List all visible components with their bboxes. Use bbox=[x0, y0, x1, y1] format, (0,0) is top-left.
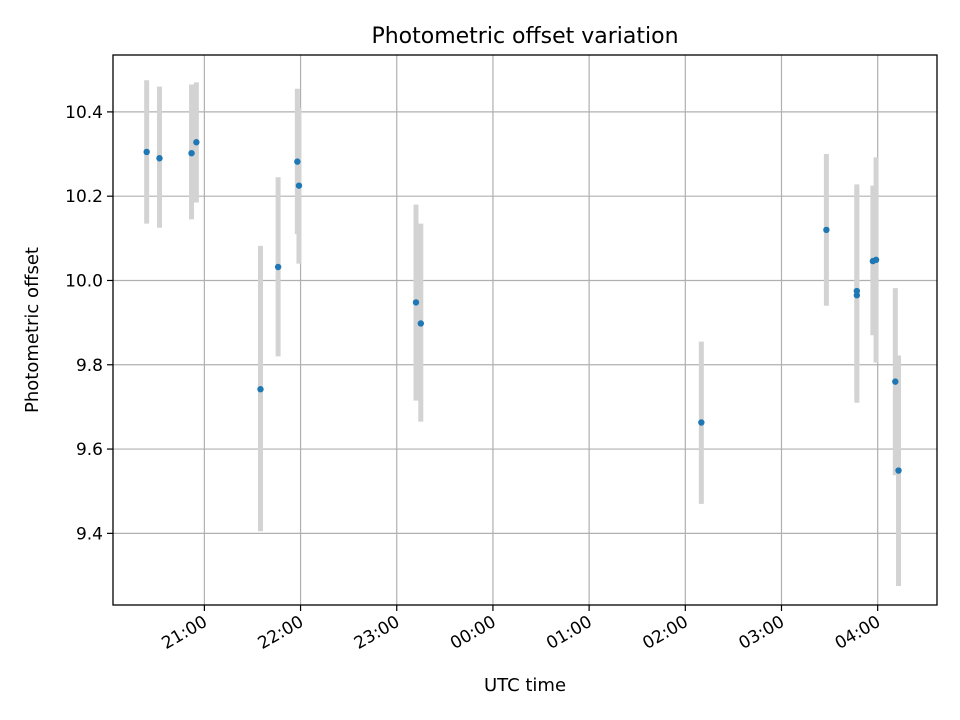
data-point bbox=[188, 149, 195, 157]
y-tick-label: 10.2 bbox=[65, 187, 103, 207]
y-tick-label: 10.4 bbox=[65, 103, 103, 123]
data-point bbox=[295, 182, 303, 189]
data-point bbox=[853, 292, 861, 299]
data-point bbox=[156, 155, 163, 162]
x-tick-label: 00:00 bbox=[447, 612, 499, 654]
x-tick-label: 04:00 bbox=[832, 612, 884, 654]
data-point bbox=[294, 158, 301, 165]
x-tick-label: 01:00 bbox=[543, 612, 595, 654]
data-point bbox=[257, 386, 264, 393]
point-layer bbox=[143, 139, 902, 474]
errorbar-layer bbox=[144, 80, 902, 587]
x-tick-label: 21:00 bbox=[158, 612, 210, 654]
x-tick-label: 03:00 bbox=[736, 612, 788, 654]
data-point bbox=[412, 299, 420, 306]
plot-frame bbox=[112, 54, 938, 606]
tick-layer: 21:00 22:00 23:00 00:00 01:00 02:00 03:00 04:00… bbox=[65, 103, 884, 654]
chart-title: Photometric offset variation bbox=[371, 24, 678, 49]
y-tick-label: 9.8 bbox=[76, 356, 103, 376]
y-tick-label: 9.4 bbox=[76, 524, 103, 544]
data-point bbox=[872, 256, 880, 264]
x-tick-label: 02:00 bbox=[639, 612, 691, 654]
data-point bbox=[823, 226, 830, 234]
data-point bbox=[143, 148, 150, 156]
data-point bbox=[895, 467, 902, 474]
data-point bbox=[417, 320, 424, 327]
x-axis-label: UTC time bbox=[484, 675, 566, 696]
y-axis-label: Photometric offset bbox=[22, 247, 43, 413]
data-point bbox=[274, 263, 282, 271]
x-tick-label: 22:00 bbox=[255, 612, 307, 654]
x-tick-label: 23:00 bbox=[351, 612, 403, 654]
y-tick-label: 10.0 bbox=[65, 271, 103, 291]
grid-layer bbox=[113, 55, 937, 605]
y-tick-label: 9.6 bbox=[76, 440, 103, 460]
data-point bbox=[892, 378, 899, 385]
data-point bbox=[698, 419, 705, 426]
data-point bbox=[193, 139, 200, 146]
